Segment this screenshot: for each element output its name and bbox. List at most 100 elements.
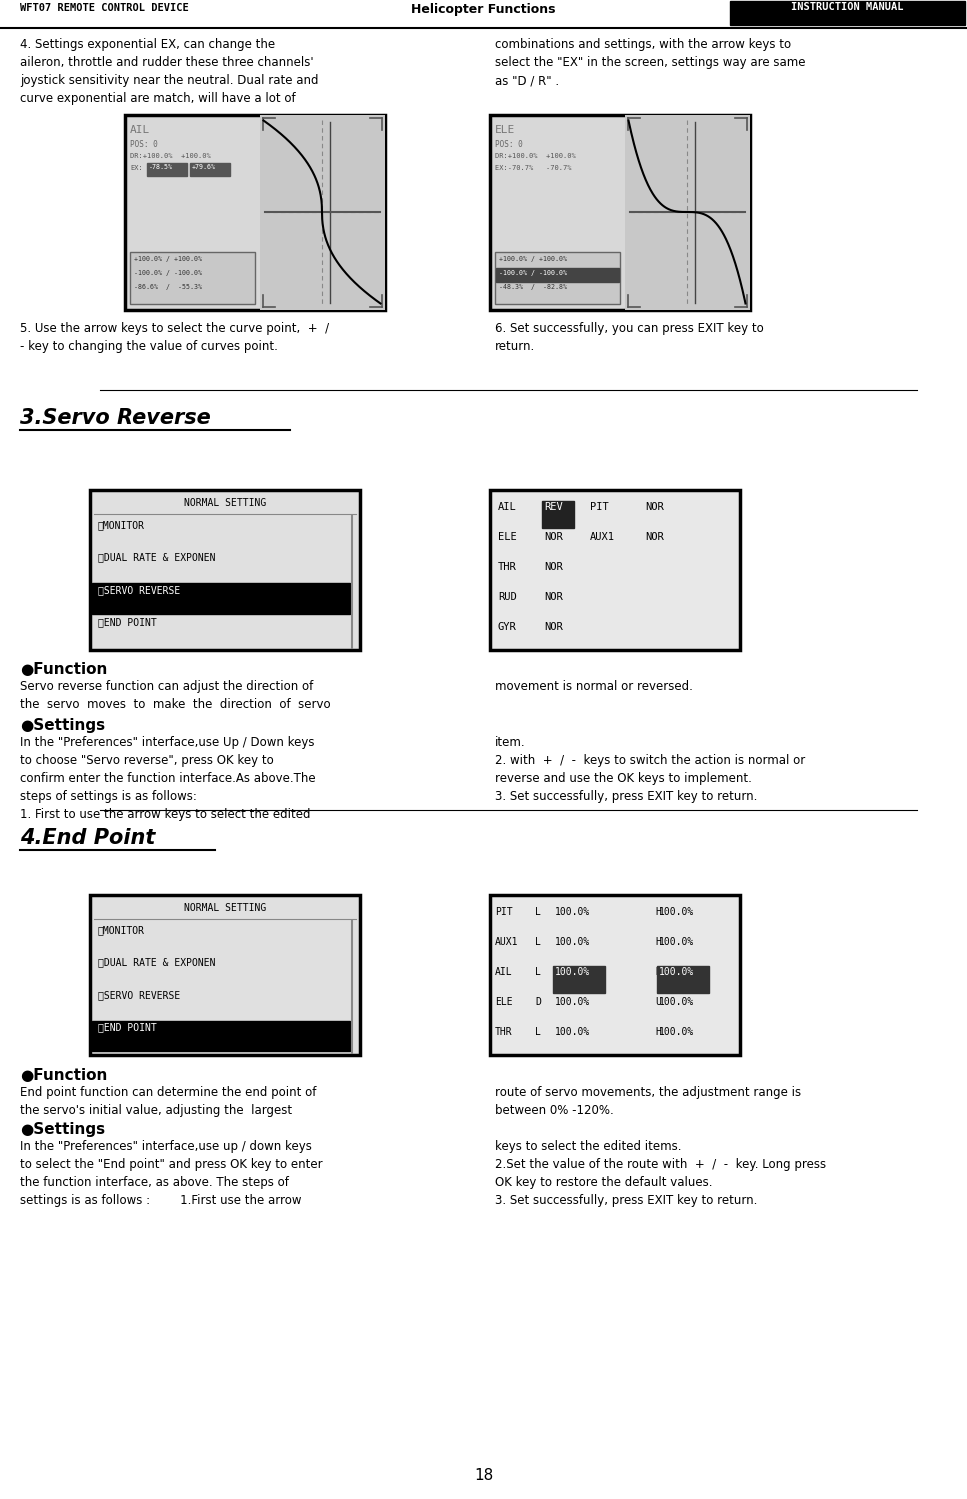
Text: route of servo movements, the adjustment range is
between 0% -120%.: route of servo movements, the adjustment… [495,1085,801,1117]
Text: NOR: NOR [645,502,663,513]
Text: 100.0%: 100.0% [555,907,590,917]
Text: 100.0%: 100.0% [555,997,590,1007]
Text: 18: 18 [474,1468,493,1483]
Text: NOR: NOR [544,622,563,633]
Text: ②DUAL RATE & EXPONEN: ②DUAL RATE & EXPONEN [98,553,216,562]
Text: DR:+100.0%  +100.0%: DR:+100.0% +100.0% [130,153,211,159]
Text: AUX1: AUX1 [495,937,518,947]
Text: Servo reverse function can adjust the direction of
the  servo  moves  to  make  : Servo reverse function can adjust the di… [20,681,331,711]
Text: -86.6%  /  -55.3%: -86.6% / -55.3% [134,283,202,289]
Text: ③SERVO REVERSE: ③SERVO REVERSE [98,585,180,595]
Text: ③SERVO REVERSE: ③SERVO REVERSE [98,989,180,1000]
Text: -78.5%: -78.5% [149,163,173,169]
Bar [92,1021,350,1051]
Text: WFT07 REMOTE CONTROL DEVICE: WFT07 REMOTE CONTROL DEVICE [20,3,189,13]
Bar [490,115,750,310]
Text: R: R [655,967,660,977]
Text: ●Settings: ●Settings [20,718,105,733]
Text: 100.0%: 100.0% [659,967,694,977]
Text: 100.0%: 100.0% [659,1027,694,1037]
Text: EX:-70.7%   -70.7%: EX:-70.7% -70.7% [495,165,571,171]
Bar [542,501,574,528]
Text: DR:+100.0%  +100.0%: DR:+100.0% +100.0% [495,153,575,159]
Text: 4.End Point: 4.End Point [20,827,156,848]
Bar [553,965,605,992]
Text: 3.Servo Reverse: 3.Servo Reverse [20,408,211,429]
Text: 100.0%: 100.0% [555,967,590,977]
Text: GYR: GYR [498,622,516,633]
Text: 4. Settings exponential EX, can change the
aileron, throttle and rudder these th: 4. Settings exponential EX, can change t… [20,37,318,105]
Text: ④END POINT: ④END POINT [98,1022,157,1033]
Text: movement is normal or reversed.: movement is normal or reversed. [495,681,693,693]
Text: -100.0% / -100.0%: -100.0% / -100.0% [134,270,202,276]
Text: 6. Set successfully, you can press EXIT key to
return.: 6. Set successfully, you can press EXIT … [495,322,764,352]
Text: 100.0%: 100.0% [659,907,694,917]
Text: combinations and settings, with the arrow keys to
select the "EX" in the screen,: combinations and settings, with the arro… [495,37,806,87]
Text: 100.0%: 100.0% [659,997,694,1007]
Text: -48.3%  /  -82.8%: -48.3% / -82.8% [499,283,567,289]
Bar [490,490,740,651]
Text: 100.0%: 100.0% [555,937,590,947]
Bar [90,490,360,651]
Text: NOR: NOR [544,532,563,543]
Text: NORMAL SETTING: NORMAL SETTING [184,902,266,913]
Text: ①MONITOR: ①MONITOR [98,925,145,935]
Text: THR: THR [495,1027,513,1037]
Text: PIT: PIT [590,502,609,513]
Text: ●Function: ●Function [20,663,107,678]
Text: ELE: ELE [495,124,515,135]
Text: H: H [655,937,660,947]
Text: In the "Preferences" interface,use up / down keys
to select the "End point" and : In the "Preferences" interface,use up / … [20,1141,323,1207]
Bar [490,895,740,1055]
Text: POS: 0: POS: 0 [495,139,523,148]
Text: ②DUAL RATE & EXPONEN: ②DUAL RATE & EXPONEN [98,958,216,967]
Text: AIL: AIL [130,124,150,135]
Text: AIL: AIL [498,502,516,513]
Text: NOR: NOR [544,562,563,573]
Bar [92,583,350,613]
Text: Helicopter Functions: Helicopter Functions [411,3,556,16]
Bar [90,895,360,1055]
Text: +79.6%: +79.6% [192,163,216,169]
Text: THR: THR [498,562,516,573]
Text: In the "Preferences" interface,use Up / Down keys
to choose "Servo reverse", pre: In the "Preferences" interface,use Up / … [20,736,315,821]
Text: U: U [655,997,660,1007]
Text: REV: REV [544,502,563,513]
Text: NOR: NOR [544,592,563,603]
Bar [190,163,230,175]
Bar [657,965,709,992]
Text: End point function can determine the end point of
the servo's initial value, adj: End point function can determine the end… [20,1085,316,1117]
Text: +100.0% / +100.0%: +100.0% / +100.0% [134,256,202,262]
Bar [496,268,619,282]
Bar [495,252,620,304]
Text: L: L [535,967,541,977]
Text: NORMAL SETTING: NORMAL SETTING [184,498,266,508]
Text: AUX1: AUX1 [590,532,615,543]
Text: -100.0% / -100.0%: -100.0% / -100.0% [499,270,567,276]
Bar [730,1,965,25]
Text: D: D [535,997,541,1007]
Text: 100.0%: 100.0% [555,1027,590,1037]
Bar [260,115,385,310]
Text: ELE: ELE [495,997,513,1007]
Text: PIT: PIT [495,907,513,917]
Text: keys to select the edited items.
2.Set the value of the route with  +  /  -  key: keys to select the edited items. 2.Set t… [495,1141,826,1207]
Text: ④END POINT: ④END POINT [98,618,157,628]
Text: NOR: NOR [645,532,663,543]
Text: L: L [535,907,541,917]
Text: ①MONITOR: ①MONITOR [98,520,145,531]
Text: ●Settings: ●Settings [20,1121,105,1138]
Bar [625,115,750,310]
Text: 100.0%: 100.0% [659,937,694,947]
Bar [125,115,385,310]
Text: ELE: ELE [498,532,516,543]
Text: AIL: AIL [495,967,513,977]
Text: +100.0% / +100.0%: +100.0% / +100.0% [499,256,567,262]
Text: POS: 0: POS: 0 [130,139,158,148]
Text: H: H [655,1027,660,1037]
Text: RUD: RUD [498,592,516,603]
Text: H: H [655,907,660,917]
Text: ●Function: ●Function [20,1067,107,1082]
Text: EX:: EX: [130,165,143,171]
Text: INSTRUCTION MANUAL: INSTRUCTION MANUAL [791,1,904,12]
